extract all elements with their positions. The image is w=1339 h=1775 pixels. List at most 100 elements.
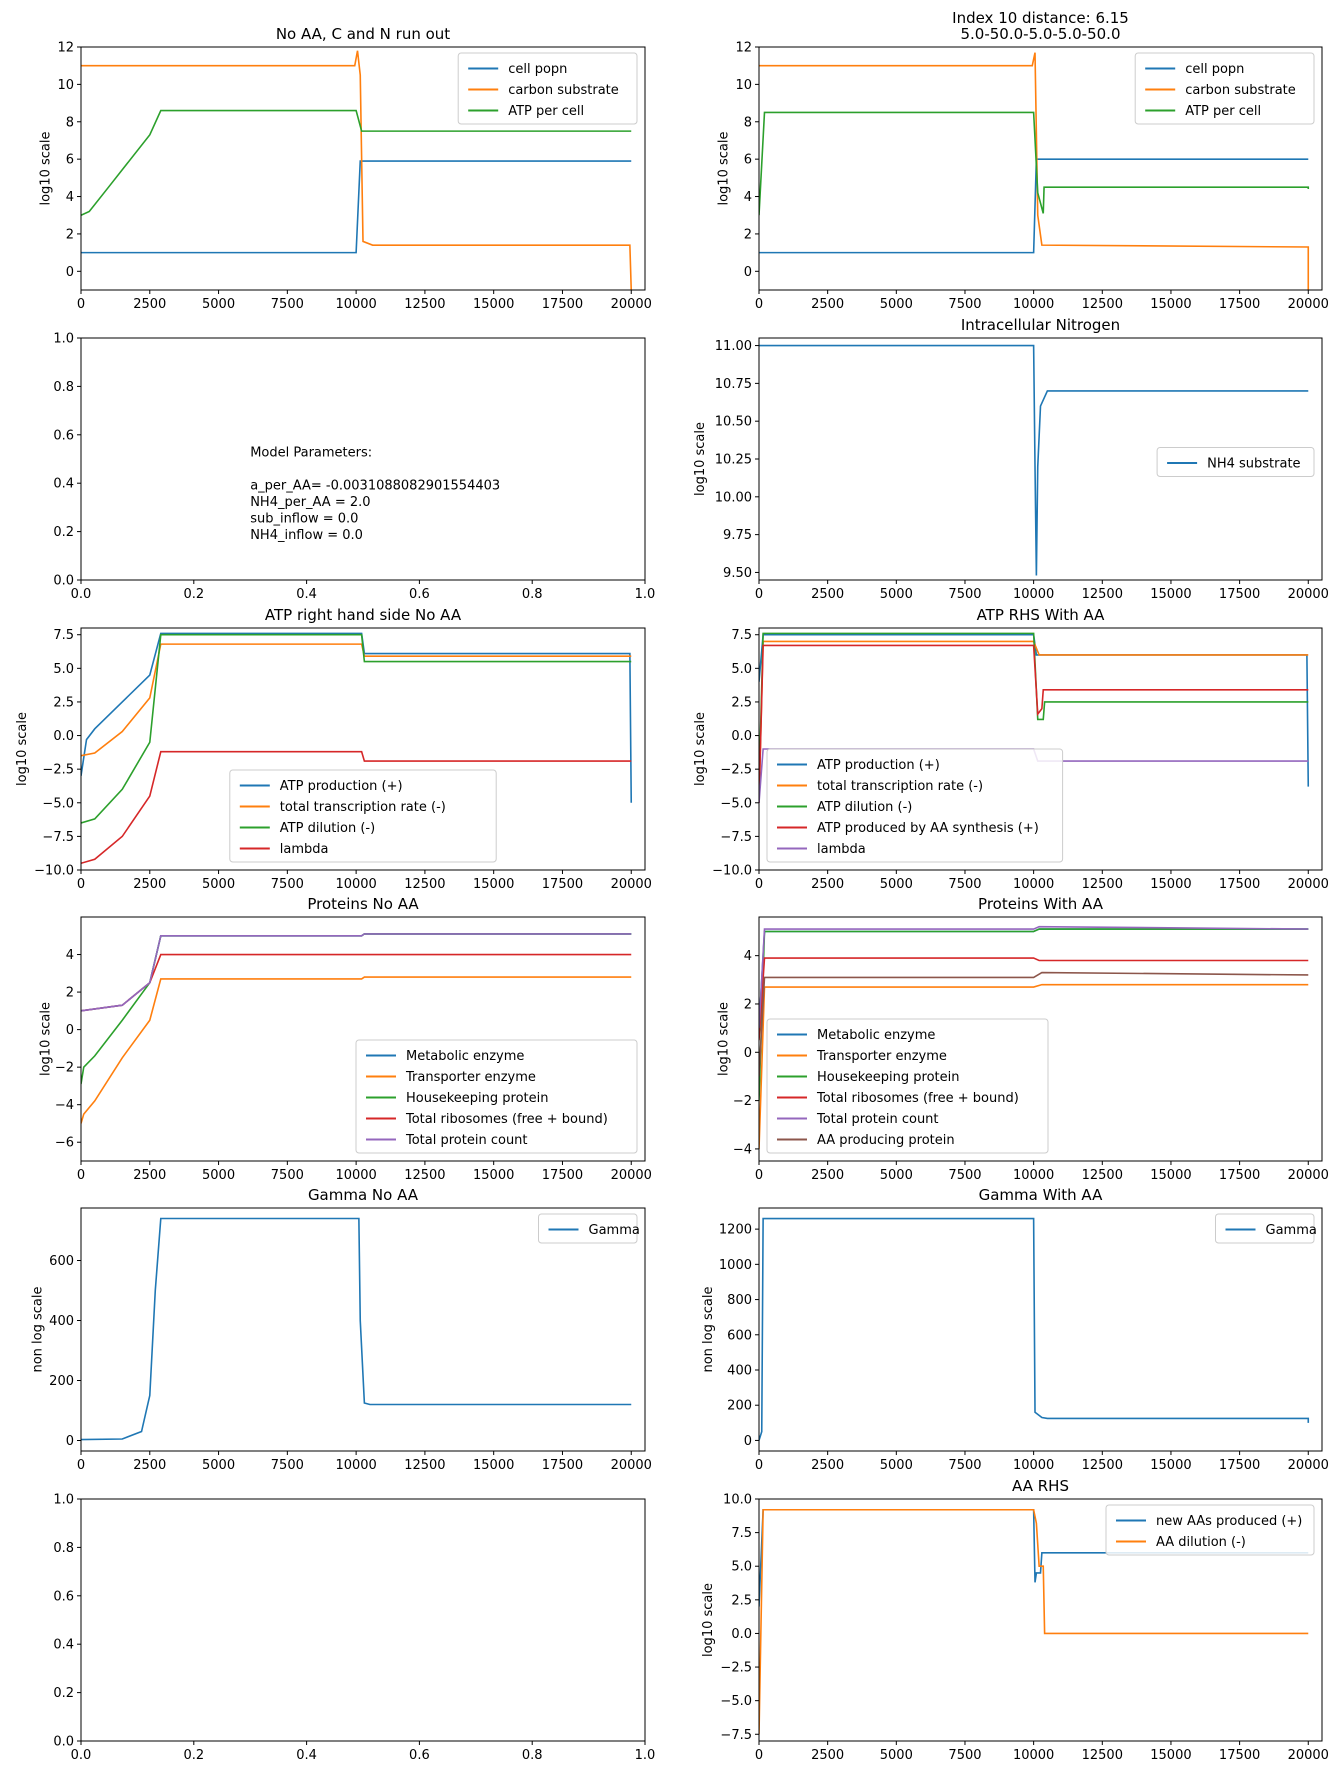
legend: ATP production (+) total transcription ra…: [766, 748, 1064, 863]
legend-entry: carbon substrate: [1185, 83, 1296, 98]
series-line-4: [81, 953, 632, 1012]
series-line-2: [759, 983, 1309, 1149]
legend-box: [766, 1018, 1049, 1154]
x-tick-label: 0.0: [71, 587, 92, 602]
legend-entry: AA dilution (-): [1156, 1535, 1246, 1550]
y-tick-label: 0.8: [53, 1541, 74, 1556]
y-tick-label: 400: [727, 1364, 752, 1379]
x-tick-label: 5000: [202, 877, 235, 892]
y-axis-label: log10 scale: [38, 1002, 53, 1076]
y-tick-label: 7.5: [731, 628, 752, 643]
x-tick-label: 12500: [404, 877, 445, 892]
y-tick-label: 1200: [719, 1223, 752, 1238]
x-tick-label: 10000: [1013, 877, 1054, 892]
y-tick-label: 200: [727, 1399, 752, 1414]
x-tick-label: 0: [77, 877, 85, 892]
series-line-5: [759, 925, 1309, 1029]
x-tick-label: 5000: [880, 877, 913, 892]
y-tick-label: −4: [733, 1142, 752, 1157]
x-tick-label: 0.8: [522, 587, 543, 602]
legend: cell popn carbon substrate ATP per cell: [1134, 52, 1315, 125]
x-tick-label: 10000: [1013, 587, 1054, 602]
legend-entry: AA producing protein: [817, 1133, 955, 1148]
parameter-text-line: Model Parameters:: [250, 446, 372, 461]
legend-entry: Gamma: [1266, 1223, 1317, 1238]
chart-panel-7: 0 2500 5000 7500 10000 12500 15000 17500 20000 −6…: [38, 895, 652, 1183]
legend-box: [355, 1039, 638, 1154]
chart-panel-2: 0 2500 5000 7500 10000 12500 15000 17500 20000 0 2…: [716, 9, 1329, 312]
x-tick-label: 5000: [202, 297, 235, 312]
x-tick-label: 0: [755, 587, 763, 602]
x-tick-label: 5000: [880, 297, 913, 312]
legend-entry: lambda: [280, 842, 329, 857]
x-tick-label: 5000: [202, 1168, 235, 1183]
y-tick-label: −7.5: [42, 830, 74, 845]
x-tick-label: 2500: [133, 877, 166, 892]
chart-title: Gamma No AA: [308, 1186, 419, 1204]
x-tick-label: 2500: [811, 587, 844, 602]
legend: Gamma: [538, 1213, 640, 1244]
y-tick-label: 400: [49, 1314, 74, 1329]
series-line-1: [759, 1217, 1310, 1441]
y-tick-label: 0: [744, 265, 752, 280]
x-tick-label: 20000: [611, 877, 652, 892]
legend-box: [538, 1213, 638, 1244]
legend-entry: Total protein count: [816, 1112, 939, 1127]
x-tick-label: 12500: [1082, 877, 1123, 892]
chart-title: Gamma With AA: [979, 1186, 1104, 1204]
series-line-2: [81, 976, 632, 1124]
x-tick-label: 1.0: [635, 587, 656, 602]
y-axis-label: log10 scale: [693, 422, 708, 496]
legend: Gamma: [1215, 1213, 1317, 1244]
x-tick-label: 7500: [948, 1748, 981, 1763]
y-tick-label: 0.6: [53, 1589, 74, 1604]
chart-title: Proteins No AA: [307, 895, 419, 913]
y-tick-label: 4: [744, 949, 752, 964]
legend-entry: total transcription rate (-): [817, 779, 983, 794]
axes-frame: [758, 1498, 1323, 1742]
y-axis-label: log10 scale: [15, 712, 30, 786]
parameter-text-line: NH4_inflow = 0.0: [250, 528, 363, 543]
chart-panel-6: 0 2500 5000 7500 10000 12500 15000 17500 20000 −1…: [693, 606, 1329, 892]
x-tick-label: 15000: [1150, 1168, 1191, 1183]
legend-entry: carbon substrate: [508, 83, 619, 98]
chart-title: Proteins With AA: [978, 895, 1104, 913]
series-line-1: [81, 933, 632, 1012]
x-tick-label: 17500: [1219, 1168, 1260, 1183]
legend-box: [1156, 447, 1315, 477]
x-tick-label: 10000: [1013, 297, 1054, 312]
x-tick-label: 0: [755, 877, 763, 892]
x-tick-label: 10000: [335, 297, 376, 312]
x-tick-label: 0: [755, 1168, 763, 1183]
x-tick-label: 5000: [202, 1458, 235, 1473]
legend-entry: Transporter enzyme: [816, 1049, 947, 1064]
y-tick-label: 10.25: [715, 453, 752, 468]
x-tick-label: 12500: [404, 1168, 445, 1183]
y-axis-label: log10 scale: [38, 132, 53, 206]
chart-panel-11: 0.0 0.2 0.4 0.6 0.8 1.0 0.0 0.2 0.4 0.6 0.8 1.0: [53, 1493, 655, 1764]
x-tick-label: 7500: [271, 1168, 304, 1183]
y-tick-label: 9.75: [723, 528, 752, 543]
x-tick-label: 0.2: [183, 1748, 204, 1763]
y-tick-label: 2: [66, 227, 74, 242]
chart-panel-9: 0 2500 5000 7500 10000 12500 15000 17500 20000 0 2…: [31, 1186, 652, 1473]
x-tick-label: 0.6: [409, 1748, 430, 1763]
series-line-1: [759, 158, 1309, 254]
x-tick-label: 15000: [1150, 1748, 1191, 1763]
legend-entry: Housekeeping protein: [817, 1070, 960, 1085]
x-tick-label: 17500: [542, 877, 583, 892]
y-tick-label: 0.4: [53, 477, 74, 492]
y-tick-label: 6: [66, 153, 74, 168]
y-tick-label: −2.5: [42, 763, 74, 778]
x-tick-label: 17500: [1219, 877, 1260, 892]
x-tick-label: 7500: [271, 297, 304, 312]
x-tick-label: 10000: [335, 877, 376, 892]
x-tick-label: 10000: [335, 1458, 376, 1473]
chart-title: AA RHS: [1012, 1477, 1069, 1495]
x-tick-label: 20000: [1288, 297, 1329, 312]
x-tick-label: 15000: [473, 1458, 514, 1473]
x-tick-label: 2500: [811, 1748, 844, 1763]
legend-box: [1215, 1213, 1315, 1244]
x-tick-label: 0: [77, 1458, 85, 1473]
x-tick-label: 2500: [811, 1458, 844, 1473]
